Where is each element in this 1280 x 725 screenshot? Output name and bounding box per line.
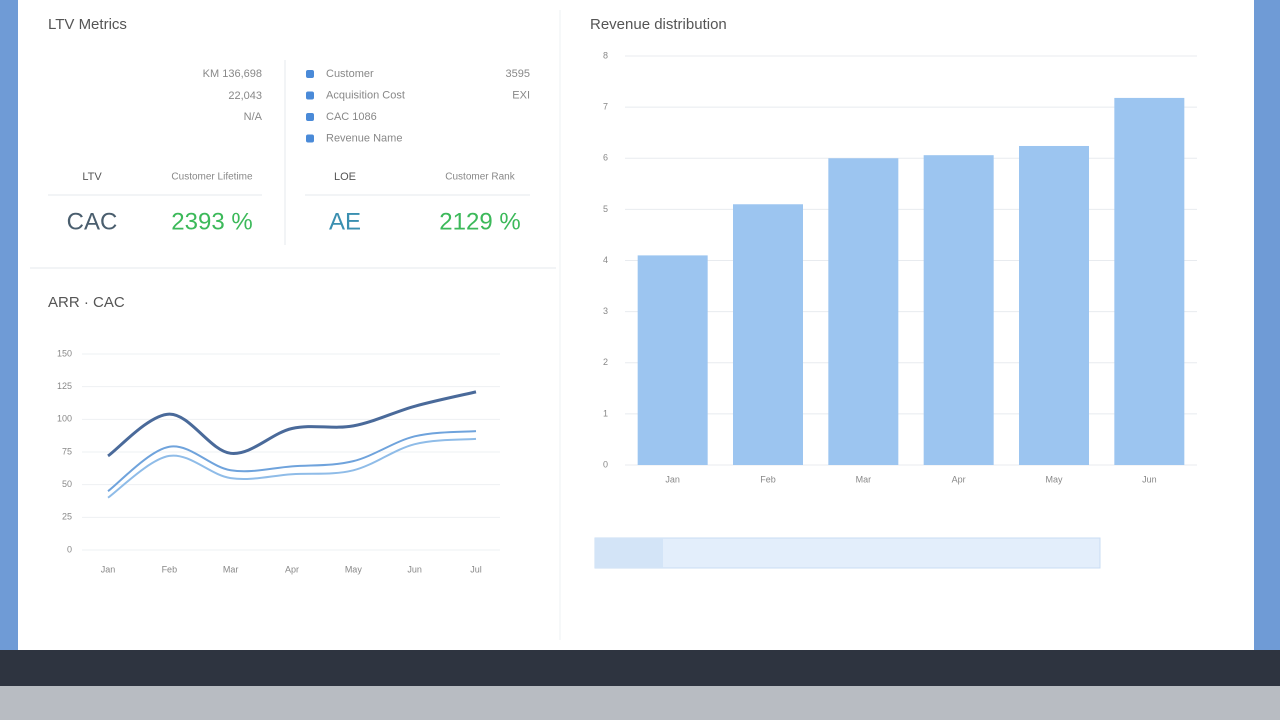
legend-label: CAC 1086 [326,111,377,123]
kpi-label: LOE [334,171,356,183]
kpi-name: AE [329,208,361,235]
x-tick-label: May [345,564,363,574]
bar [733,204,803,465]
bar [1019,145,1089,466]
y-tick-label: 7 [603,102,608,112]
table-header [595,538,663,568]
kpi-sublabel: Customer Lifetime [171,172,253,183]
figure: KM 136,698 [203,68,262,80]
bezel [0,650,1280,686]
table-strip [594,537,1101,569]
x-tick-label: Apr [285,564,299,574]
legend-label: Acquisition Cost [326,89,405,101]
y-tick-label: 150 [57,348,72,358]
y-tick-label: 50 [62,479,72,489]
y-tick-label: 25 [62,512,72,522]
x-tick-label: Jul [470,564,482,574]
y-tick-label: 4 [603,255,608,265]
legend-value: 3595 [506,68,530,80]
kpi-name: CAC [67,208,118,235]
x-tick-label: May [1045,474,1063,484]
x-tick-label: Apr [952,474,966,484]
legend-value: EXI [512,89,530,101]
kpi-sublabel: Customer Rank [445,172,515,183]
chart-title: ARR · CAC [48,294,125,311]
x-tick-label: Feb [760,474,776,484]
base [0,686,1280,720]
legend-swatch [306,70,314,78]
y-tick-label: 1 [603,408,608,418]
x-tick-label: Feb [162,564,178,574]
kpi-value: 2393 % [171,208,252,235]
kpi-label: LTV [82,171,102,183]
y-tick-label: 0 [603,459,608,469]
bar [637,255,708,465]
x-tick-label: Mar [223,564,239,574]
legend-swatch [306,113,314,121]
y-tick-label: 125 [57,381,72,391]
y-tick-label: 75 [62,446,72,456]
y-tick-label: 6 [603,153,608,163]
bar [923,155,994,465]
panel-title: LTV Metrics [48,16,127,33]
bar [828,158,899,465]
kpi-value: 2129 % [439,208,520,235]
y-tick-label: 2 [603,357,608,367]
y-tick-label: 5 [603,204,608,214]
y-tick-label: 3 [603,306,608,316]
line-series [107,437,477,499]
figure: N/A [244,111,263,123]
x-tick-label: Mar [856,474,872,484]
legend-label: Customer [326,68,374,80]
line-series [107,390,477,458]
y-tick-label: 100 [57,414,72,424]
figure: 22,043 [228,90,262,102]
line-series [107,430,477,493]
x-tick-label: Jun [1142,474,1157,484]
bar [1114,97,1185,466]
x-tick-label: Jan [665,474,680,484]
chart-title: Revenue distribution [590,16,727,33]
x-tick-label: Jan [101,564,116,574]
legend-swatch [306,91,314,100]
x-tick-label: Jun [407,564,422,574]
legend-label: Revenue Name [326,132,402,144]
y-tick-label: 8 [603,50,608,60]
y-tick-label: 0 [67,544,72,554]
legend-swatch [306,134,314,143]
